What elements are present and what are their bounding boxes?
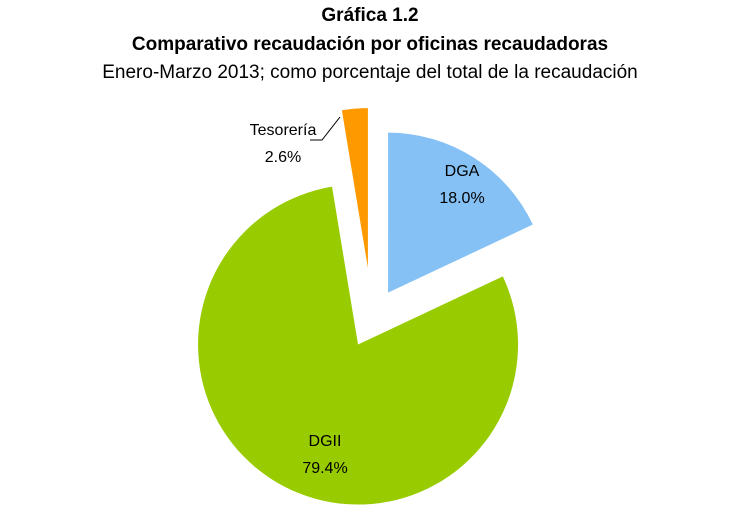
pie-slice (341, 108, 368, 269)
chart-subtitle: Comparativo recaudación por oficinas rec… (132, 34, 608, 55)
pie-slice (388, 132, 533, 293)
slice-value-label: 79.4% (302, 460, 347, 477)
chart-title: Gráfica 1.2 (321, 5, 418, 26)
chart-caption: Enero-Marzo 2013; como porcentaje del to… (102, 62, 638, 83)
leader-line (310, 116, 341, 141)
slice-label: DGII (309, 433, 342, 450)
pie-slice (198, 186, 519, 505)
slice-value-label: 2.6% (265, 149, 301, 166)
slice-label: Tesorería (250, 122, 317, 139)
slice-value-label: 18.0% (439, 190, 484, 207)
slice-label: DGA (445, 163, 480, 180)
